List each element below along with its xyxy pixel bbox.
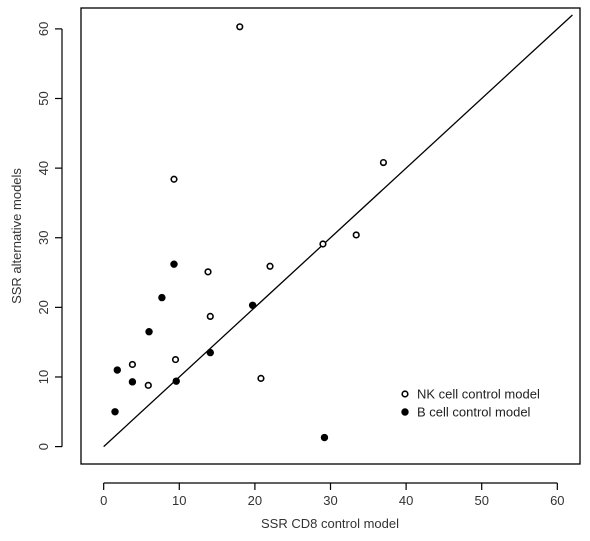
x-axis-label: SSR CD8 control model: [261, 516, 399, 531]
b-cell-point: [172, 377, 180, 385]
x-axis: 0 10 20 30 40 50 60: [100, 482, 565, 508]
nk-cell-point: [171, 355, 180, 364]
b-cell-point: [248, 301, 257, 309]
nk-cell-point: [379, 158, 388, 167]
nk-cell-point: [206, 312, 214, 321]
y-axis-label: SSR alternative models: [9, 168, 24, 304]
plot-frame: [80, 7, 581, 465]
identity-reference-line: [103, 14, 573, 448]
x-tick-label: 50: [474, 493, 488, 508]
nk-cell-point: [352, 231, 360, 239]
nk-cell-point: [319, 240, 327, 248]
nk-cell-point: [257, 374, 265, 382]
y-tick-label: 50: [36, 91, 51, 105]
nk-cell-point: [170, 175, 178, 183]
y-tick-label: 40: [36, 161, 51, 175]
nk-cell-point: [204, 268, 212, 276]
y-tick-label: 20: [36, 300, 51, 314]
legend-nk-label: NK cell control model: [417, 387, 540, 402]
x-tick-label: 40: [399, 493, 413, 508]
nk-cell-point: [128, 360, 137, 369]
legend-b-label: B cell control model: [417, 405, 531, 420]
b-cell-point: [113, 366, 121, 374]
y-tick-label: 10: [36, 370, 51, 384]
b-cell-point: [128, 378, 137, 386]
b-cell-point: [111, 408, 119, 416]
nk-cell-point: [236, 23, 244, 31]
y-tick-label: 30: [36, 231, 51, 245]
x-tick-label: 20: [248, 493, 262, 508]
x-tick-label: 0: [100, 493, 107, 508]
x-tick-label: 10: [172, 493, 186, 508]
legend-nk-marker: [401, 390, 409, 398]
b-cell-point: [320, 433, 329, 442]
y-tick-label: 60: [36, 22, 51, 36]
x-tick-label: 30: [323, 493, 337, 508]
y-tick-label: 0: [36, 443, 51, 450]
legend: NK cell control model B cell control mode…: [401, 387, 540, 420]
nk-cell-point: [144, 381, 152, 389]
nk-cell-point: [266, 262, 274, 270]
b-cell-point: [170, 260, 178, 268]
b-cell-point: [206, 348, 214, 357]
y-axis: 0 10 20 30 40 50 60: [36, 22, 63, 450]
x-tick-label: 60: [550, 493, 564, 508]
b-cell-point: [145, 328, 153, 336]
legend-b-marker: [401, 408, 409, 416]
data-points: [111, 23, 388, 442]
b-cell-point: [158, 293, 166, 302]
